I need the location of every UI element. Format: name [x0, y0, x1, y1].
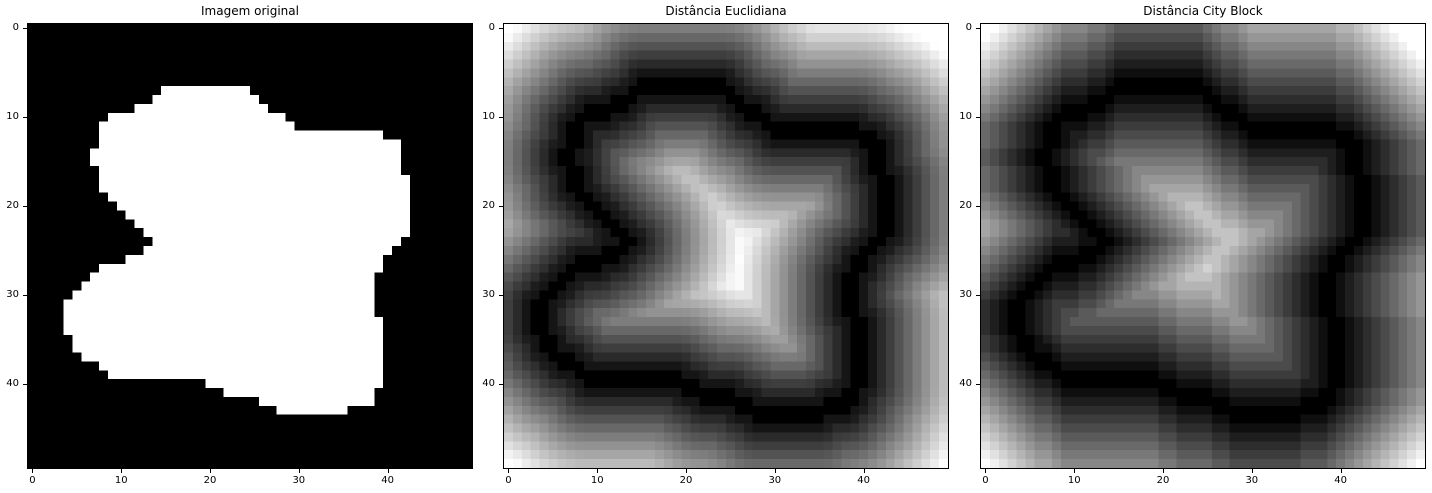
- y-tick-label: 0: [488, 22, 495, 34]
- y-tick-mark: [23, 117, 27, 119]
- x-tick-mark: [686, 469, 688, 473]
- x-tick-label: 30: [292, 475, 306, 486]
- plot-area: [27, 23, 473, 469]
- y-tick-label: 30: [482, 288, 495, 300]
- y-tick-label: 20: [482, 200, 495, 212]
- y-tick-mark: [499, 28, 503, 30]
- x-tick-label: 30: [1245, 475, 1259, 486]
- y-tick-mark: [976, 28, 980, 30]
- y-tick-mark: [499, 294, 503, 296]
- y-tick-mark: [499, 383, 503, 385]
- x-tick-mark: [1163, 469, 1165, 473]
- x-tick-mark: [32, 469, 34, 473]
- y-tick-label: 10: [6, 111, 19, 123]
- y-tick-label: 10: [959, 111, 972, 123]
- chart-title: Distância Euclidiana: [665, 4, 787, 18]
- heatmap-cityblock: [981, 24, 1425, 468]
- y-tick-label: 40: [6, 377, 19, 389]
- panel-euclidean: Distância Euclidiana 0 10 20 30 40 0 10 20 30 40: [482, 0, 949, 493]
- y-tick-mark: [976, 294, 980, 296]
- y-tick-label: 0: [12, 22, 19, 34]
- y-tick-label: 20: [959, 200, 972, 212]
- x-tick-mark: [210, 469, 212, 473]
- x-tick-mark: [863, 469, 865, 473]
- heatmap-euclidean: [504, 24, 948, 468]
- y-tick-label: 30: [959, 288, 972, 300]
- y-tick-label: 0: [965, 22, 972, 34]
- x-tick-label: 10: [590, 475, 604, 486]
- y-tick-label: 10: [482, 111, 495, 123]
- x-tick-mark: [774, 469, 776, 473]
- x-tick-mark: [1251, 469, 1253, 473]
- x-tick-mark: [508, 469, 510, 473]
- y-tick-label: 30: [6, 288, 19, 300]
- y-tick-label: 40: [482, 377, 495, 389]
- x-tick-mark: [597, 469, 599, 473]
- y-tick-mark: [23, 383, 27, 385]
- y-tick-mark: [976, 383, 980, 385]
- y-tick-mark: [23, 206, 27, 208]
- x-tick-label: 10: [114, 475, 128, 486]
- y-tick-mark: [499, 117, 503, 119]
- x-tick-label: 0: [29, 475, 36, 486]
- x-tick-mark: [298, 469, 300, 473]
- y-tick-mark: [499, 206, 503, 208]
- x-tick-mark: [387, 469, 389, 473]
- x-tick-mark: [1340, 469, 1342, 473]
- y-tick-label: 40: [959, 377, 972, 389]
- x-tick-label: 40: [381, 475, 394, 486]
- chart-title: Imagem original: [201, 4, 299, 18]
- x-tick-label: 20: [203, 475, 217, 486]
- x-tick-mark: [1074, 469, 1076, 473]
- x-tick-label: 20: [679, 475, 693, 486]
- panel-original: Imagem original 0 10 20 30 40 0 10 20 30 40: [6, 0, 473, 493]
- y-tick-label: 20: [6, 200, 19, 212]
- x-tick-label: 30: [768, 475, 782, 486]
- y-tick-mark: [976, 206, 980, 208]
- x-tick-label: 20: [1156, 475, 1170, 486]
- y-tick-mark: [23, 28, 27, 30]
- plot-area: [503, 23, 949, 469]
- x-tick-mark: [985, 469, 987, 473]
- x-tick-label: 40: [1334, 475, 1347, 486]
- plot-area: [980, 23, 1426, 469]
- x-tick-label: 40: [857, 475, 870, 486]
- x-tick-label: 0: [982, 475, 989, 486]
- y-tick-mark: [976, 117, 980, 119]
- x-tick-mark: [121, 469, 123, 473]
- x-tick-label: 0: [505, 475, 512, 486]
- chart-title: Distância City Block: [1143, 4, 1263, 18]
- x-tick-label: 10: [1067, 475, 1081, 486]
- y-tick-mark: [23, 294, 27, 296]
- heatmap-original: [28, 24, 472, 468]
- panel-cityblock: Distância City Block 0 10 20 30 40 0 10 20 30 40: [959, 0, 1426, 493]
